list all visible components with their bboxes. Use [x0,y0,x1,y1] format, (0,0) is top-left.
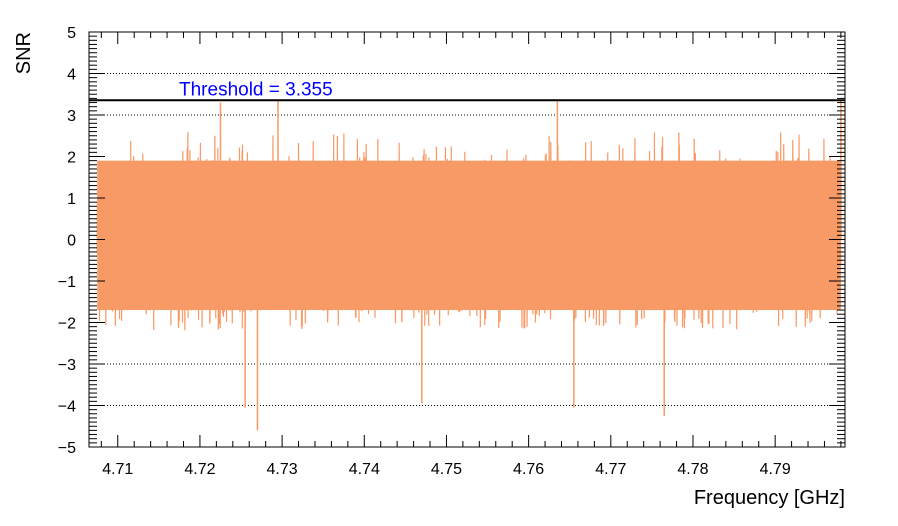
x-tick-label: 4.74 [349,461,380,478]
y-tick-label: 2 [67,150,76,167]
y-tick-labels: 5 4 3 2 1 0 −1 −2 −3 −4 −5 [58,25,76,457]
y-tick-label: 3 [67,108,76,125]
y-tick-label: 1 [67,191,76,208]
x-tick-label: 4.78 [677,461,708,478]
y-tick-label: −4 [58,399,76,416]
x-tick-label: 4.73 [267,461,298,478]
y-tick-label: −1 [58,274,76,291]
threshold-label: Threshold = 3.355 [179,79,333,100]
x-axis-title: Frequency [GHz] [694,487,845,509]
y-tick-label: 0 [67,233,76,250]
x-tick-label: 4.72 [184,461,215,478]
y-tick-label: −2 [58,316,76,333]
grid-layer [89,73,845,406]
x-tick-label: 4.76 [513,461,544,478]
y-tick-label: 5 [67,25,76,42]
x-tick-label: 4.79 [760,461,791,478]
x-tick-label: 4.77 [595,461,626,478]
y-axis-title: SNR [13,32,35,74]
y-tick-label: −5 [58,440,76,457]
x-tick-labels: 4.71 4.72 4.73 4.74 4.75 4.76 4.77 4.78 … [102,461,791,478]
y-tick-label: −3 [58,357,76,374]
x-tick-label: 4.75 [431,461,462,478]
y-tick-label: 4 [67,67,76,84]
series-layer [96,100,842,431]
snr-dense-band [97,160,841,311]
x-tick-label: 4.71 [102,461,133,478]
tick-layer [89,31,845,448]
